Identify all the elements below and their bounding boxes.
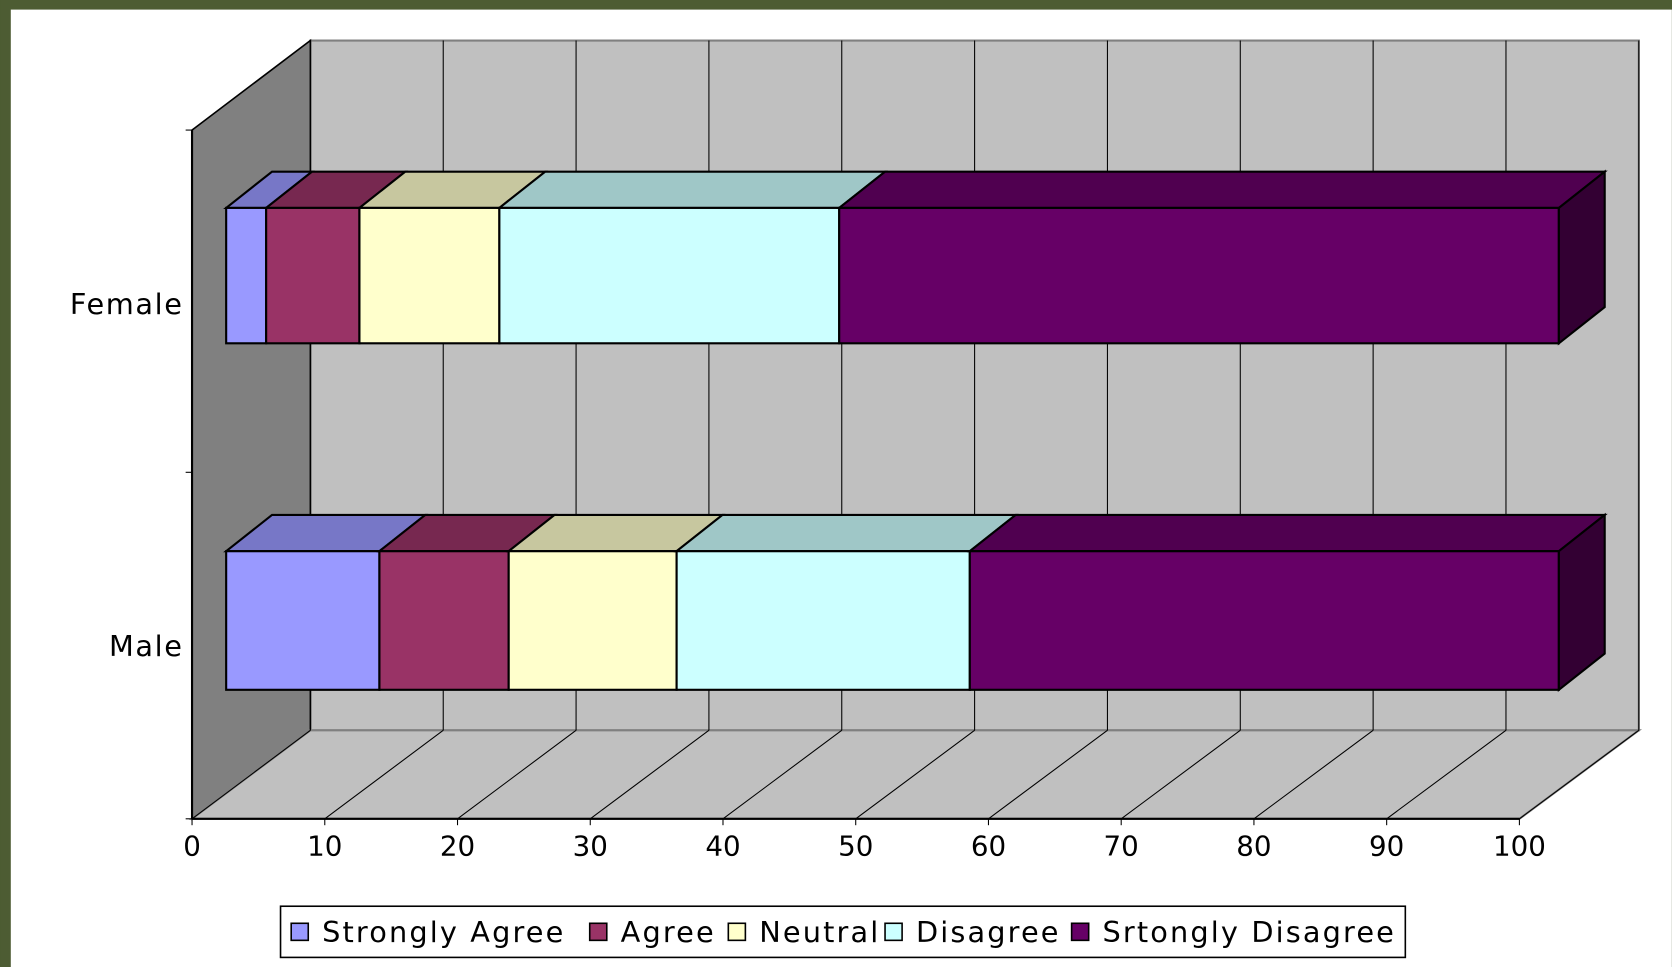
legend-label: Strongly Agree: [322, 915, 565, 949]
bar: [225, 206, 268, 345]
x-tick-label: 100: [1493, 830, 1546, 863]
x-tick-label: 80: [1236, 830, 1271, 863]
x-tick-label: 10: [307, 830, 342, 863]
legend-label: Srtongly Disagree: [1103, 915, 1396, 949]
bar-top: [496, 170, 889, 209]
x-tick-label: 30: [573, 830, 608, 863]
legend-swatch: [588, 922, 608, 942]
x-tick-label: 60: [971, 830, 1006, 863]
bar-top: [966, 513, 1608, 553]
category-label: Male: [109, 629, 184, 663]
legend-swatch: [884, 922, 903, 942]
category-label: Female: [70, 287, 184, 321]
legend-swatch: [1070, 922, 1090, 942]
floor-grid-line: [1386, 729, 1507, 820]
bar: [265, 206, 361, 345]
floor-grid-line: [457, 729, 577, 820]
x-tick-label: 0: [183, 830, 201, 863]
bar: [225, 550, 381, 691]
legend-label: Disagree: [916, 915, 1061, 949]
bar: [507, 550, 678, 691]
legend-label: Agree: [621, 915, 716, 949]
floor-grid-line: [722, 729, 843, 820]
floor-grid-line: [324, 729, 444, 820]
legend-box: [279, 905, 1407, 959]
bar-top: [836, 170, 1608, 209]
x-tick-label: 40: [705, 830, 740, 863]
x-tick-label: 20: [440, 830, 475, 863]
floor-grid-line: [988, 729, 1108, 820]
bar-end: [1557, 512, 1606, 693]
bar: [968, 550, 1560, 691]
bar-top: [673, 513, 1019, 553]
floor-grid-line: [1120, 729, 1241, 820]
floor-grid-line: [855, 729, 975, 820]
legend-swatch: [290, 922, 310, 942]
bar: [498, 206, 841, 345]
plot: 0 10 20 30 40 50 60 70 80 90 100 Female Male Strongly…: [70, 40, 1640, 949]
bar: [358, 206, 501, 345]
x-tick-label: 70: [1104, 830, 1139, 863]
bar: [378, 550, 510, 691]
bar: [675, 550, 971, 691]
floor-grid-line: [1253, 729, 1374, 820]
bar-end: [1557, 169, 1606, 346]
floor-grid-line: [589, 729, 710, 820]
side-wall: [191, 38, 312, 821]
x-tick-label: 50: [838, 830, 873, 863]
legend-swatch: [727, 922, 747, 942]
bar: [838, 206, 1560, 345]
legend-label: Neutral: [759, 915, 880, 949]
floor-grid-line: [1519, 729, 1640, 820]
floor-grid-line: [191, 729, 311, 820]
x-tick-label: 90: [1369, 830, 1404, 863]
